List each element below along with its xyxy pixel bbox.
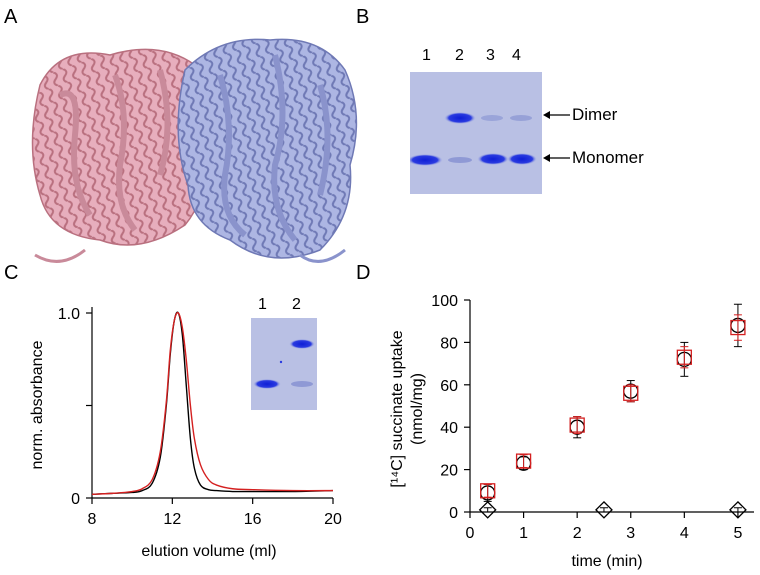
band-lane2-dimer (444, 112, 476, 124)
inset-lane-2-label: 2 (292, 296, 301, 313)
uptake-point-square (480, 483, 496, 499)
uptake-y-tick-label: 0 (449, 505, 458, 522)
gel-background (410, 72, 542, 194)
band-lane3-dimer (481, 115, 503, 121)
sec-y-axis-label: norm. absorbance (29, 340, 46, 469)
sec-x-axis-label: elution volume (ml) (141, 543, 276, 560)
monomer-label: Monomer (572, 148, 644, 167)
band-lane3-monomer (477, 153, 509, 165)
uptake-square-marker (730, 319, 746, 336)
uptake-diamond-marker (729, 500, 747, 519)
uptake-point-square (515, 453, 532, 469)
uptake-y-tick-label: 60 (440, 378, 458, 395)
uptake-square-marker (569, 417, 585, 433)
sec-axes: 8 12 16 20 0 1.0 (58, 306, 342, 528)
sds-page-gel (410, 72, 542, 194)
uptake-point-square (676, 346, 692, 369)
uptake-square-marker (515, 453, 532, 469)
uptake-y-tick-label: 20 (440, 463, 458, 480)
band-lane2-monomer (448, 157, 472, 163)
inset-band-lane2-monomer (291, 381, 313, 387)
sec-x-tick-label: 8 (88, 511, 97, 528)
sec-trace-0 (91, 311, 334, 495)
uptake-x-tick-label: 0 (466, 525, 475, 542)
uptake-x-tick-label: 4 (680, 525, 689, 542)
panel-a-letter: A (4, 6, 18, 28)
gel-arrows (543, 111, 570, 162)
protein-structure-illustration (31, 38, 358, 263)
uptake-square-marker (480, 483, 496, 499)
sec-x-tick-label: 16 (244, 511, 262, 528)
uptake-point-diamond (478, 500, 497, 519)
sec-x-tick-label: 12 (163, 511, 181, 528)
uptake-point-diamond (595, 500, 613, 519)
panel-b-letter: B (356, 6, 370, 28)
inset-band-lane1-monomer (253, 379, 281, 389)
uptake-x-tick-label: 5 (733, 525, 742, 542)
uptake-point-square (730, 314, 746, 341)
sec-y-tick-label: 1.0 (58, 306, 80, 323)
sec-trace-1 (91, 312, 334, 495)
uptake-y-tick-label: 40 (440, 420, 458, 437)
uptake-markers (478, 303, 747, 519)
uptake-x-axis-label: time (min) (571, 553, 642, 570)
sec-traces (91, 311, 334, 495)
uptake-point-square (569, 416, 585, 435)
uptake-x-tick-label: 3 (626, 525, 635, 542)
gel-lane-3-label: 3 (486, 47, 495, 64)
inset-lane-1-label: 1 (258, 296, 267, 313)
uptake-diamond-marker (595, 500, 613, 519)
uptake-point-square (623, 384, 639, 403)
uptake-chart: 0 1 2 3 4 5 0 20 40 60 80 100 time (min) [¹⁴C] succ… (389, 293, 754, 570)
panel-c-letter: C (4, 262, 19, 284)
uptake-y-tick-label: 100 (431, 293, 458, 310)
protomer-blue (177, 38, 358, 263)
band-lane4-monomer (507, 153, 537, 165)
uptake-point-diamond (729, 500, 747, 519)
uptake-square-marker (623, 385, 639, 401)
uptake-y-axis-label-line2: (nmol/mg) (409, 373, 426, 445)
uptake-axes: 0 1 2 3 4 5 0 20 40 60 80 100 (431, 293, 754, 542)
sec-x-tick-label: 20 (324, 511, 342, 528)
sec-chromatogram-chart: 8 12 16 20 0 1.0 elution volume (ml) norm. ab… (29, 306, 342, 560)
inset-band-lane2-dimer (289, 339, 315, 349)
band-lane4-dimer (510, 115, 532, 121)
gel-lane-4-label: 4 (512, 47, 521, 64)
panel-d-letter: D (356, 262, 371, 284)
gel-lane-1-label: 1 (422, 47, 431, 64)
uptake-x-tick-label: 1 (519, 525, 528, 542)
band-lane1-monomer (410, 154, 443, 166)
uptake-square-marker (676, 349, 692, 365)
uptake-y-axis-label-line1: [¹⁴C] succinate uptake (389, 330, 406, 487)
dimer-label: Dimer (572, 105, 618, 124)
inset-gel (251, 318, 317, 410)
uptake-diamond-marker (478, 500, 497, 519)
sec-y-tick-label: 0 (71, 491, 80, 508)
uptake-y-tick-label: 80 (440, 335, 458, 352)
gel-lane-2-label: 2 (455, 47, 464, 64)
inset-gel-background (251, 318, 317, 410)
uptake-x-tick-label: 2 (573, 525, 582, 542)
